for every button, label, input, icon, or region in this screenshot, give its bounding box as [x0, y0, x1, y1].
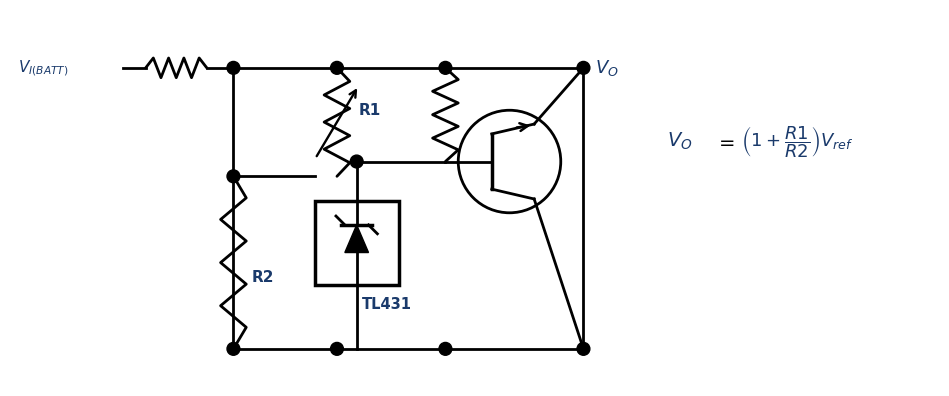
Text: R2: R2 — [251, 270, 273, 285]
Circle shape — [439, 343, 452, 355]
Text: $V_O$: $V_O$ — [667, 131, 693, 152]
Circle shape — [227, 170, 240, 183]
Text: R1: R1 — [359, 103, 381, 118]
Circle shape — [227, 343, 240, 355]
Circle shape — [330, 61, 344, 74]
Circle shape — [227, 61, 240, 74]
Circle shape — [577, 343, 590, 355]
Text: $V_O$: $V_O$ — [595, 58, 619, 78]
Circle shape — [330, 343, 344, 355]
Text: $=$: $=$ — [715, 132, 735, 151]
Circle shape — [350, 155, 363, 168]
Text: $\left(1+\dfrac{R1}{R2}\right)V_{ref}$: $\left(1+\dfrac{R1}{R2}\right)V_{ref}$ — [741, 124, 854, 160]
Text: TL431: TL431 — [362, 297, 412, 312]
Text: $V_{I(BATT)}$: $V_{I(BATT)}$ — [18, 58, 69, 78]
Polygon shape — [344, 225, 368, 253]
Circle shape — [577, 61, 590, 74]
Circle shape — [439, 61, 452, 74]
Bar — [315, 201, 399, 285]
